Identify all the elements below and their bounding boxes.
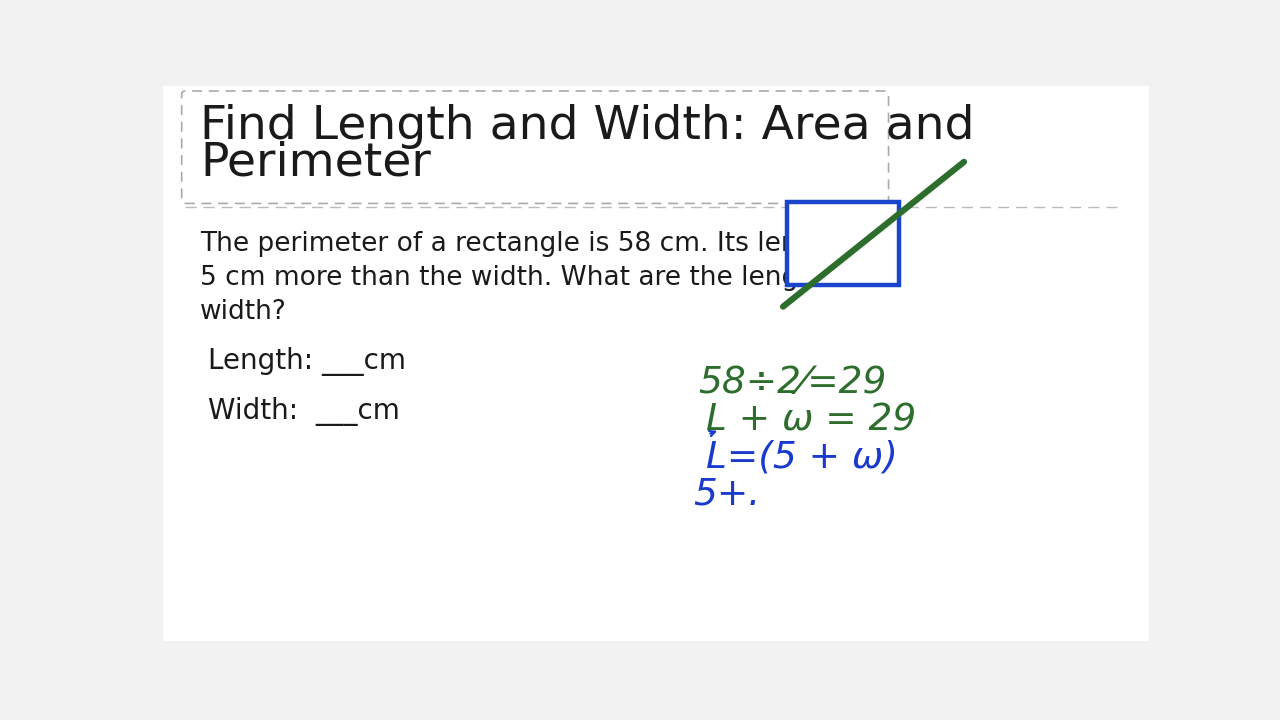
Text: Length: ___cm: Length: ___cm: [207, 346, 406, 376]
Bar: [787, 202, 899, 285]
Text: The perimeter of a rectangle is 58 cm. Its length is: The perimeter of a rectangle is 58 cm. I…: [200, 231, 872, 257]
Text: Width:  ___cm: Width: ___cm: [207, 397, 399, 426]
Text: 58÷2⁄=29: 58÷2⁄=29: [699, 365, 887, 401]
Text: L=(5 + ω): L=(5 + ω): [707, 439, 899, 475]
FancyBboxPatch shape: [182, 91, 888, 204]
Text: width?: width?: [200, 299, 287, 325]
Text: 5 cm more than the width. What are the length and: 5 cm more than the width. What are the l…: [200, 265, 883, 291]
Text: Perimeter: Perimeter: [200, 140, 431, 185]
Text: L + ω = 29: L + ω = 29: [707, 402, 916, 438]
Text: Find Length and Width: Area and: Find Length and Width: Area and: [200, 104, 974, 149]
Text: 5+.: 5+.: [692, 477, 760, 513]
